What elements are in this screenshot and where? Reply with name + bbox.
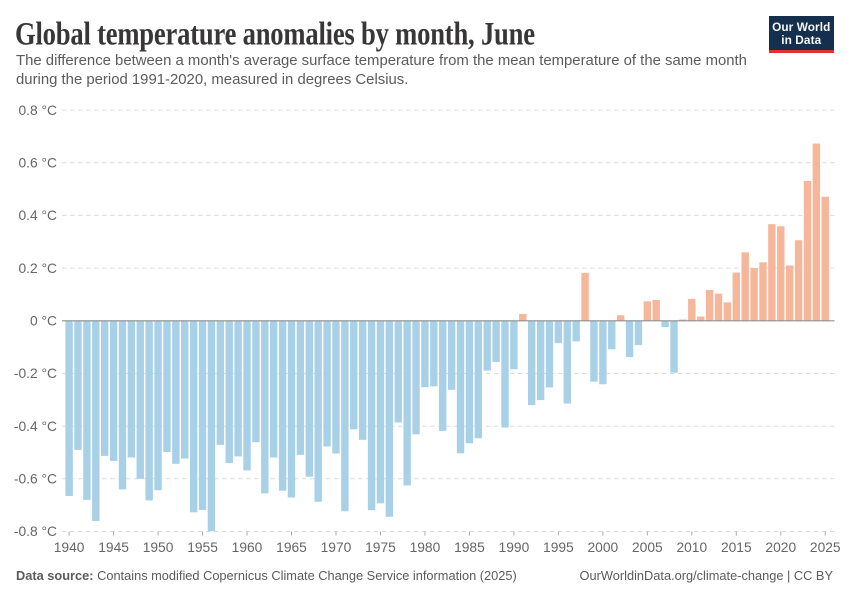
svg-text:1955: 1955 — [187, 540, 218, 555]
svg-text:1980: 1980 — [410, 540, 441, 555]
svg-text:-0.4 °C: -0.4 °C — [14, 419, 57, 434]
svg-text:2020: 2020 — [765, 540, 796, 555]
svg-text:-0.2 °C: -0.2 °C — [14, 366, 57, 381]
svg-text:0.4 °C: 0.4 °C — [19, 208, 58, 223]
svg-text:1970: 1970 — [321, 540, 352, 555]
svg-text:2015: 2015 — [721, 540, 752, 555]
svg-text:1965: 1965 — [276, 540, 307, 555]
svg-text:0 °C: 0 °C — [30, 314, 57, 329]
svg-text:2025: 2025 — [810, 540, 841, 555]
svg-text:1960: 1960 — [232, 540, 263, 555]
svg-text:2000: 2000 — [588, 540, 619, 555]
svg-text:1990: 1990 — [499, 540, 530, 555]
svg-text:2005: 2005 — [632, 540, 663, 555]
svg-text:1945: 1945 — [98, 540, 129, 555]
svg-text:2010: 2010 — [676, 540, 707, 555]
svg-text:1985: 1985 — [454, 540, 485, 555]
svg-text:0.8 °C: 0.8 °C — [19, 103, 58, 118]
svg-text:1950: 1950 — [143, 540, 174, 555]
svg-text:-0.6 °C: -0.6 °C — [14, 472, 57, 487]
svg-text:0.2 °C: 0.2 °C — [19, 261, 58, 276]
svg-text:0.6 °C: 0.6 °C — [19, 156, 58, 171]
svg-text:-0.8 °C: -0.8 °C — [14, 524, 57, 539]
svg-text:1975: 1975 — [365, 540, 396, 555]
svg-text:1995: 1995 — [543, 540, 574, 555]
svg-text:1940: 1940 — [54, 540, 85, 555]
